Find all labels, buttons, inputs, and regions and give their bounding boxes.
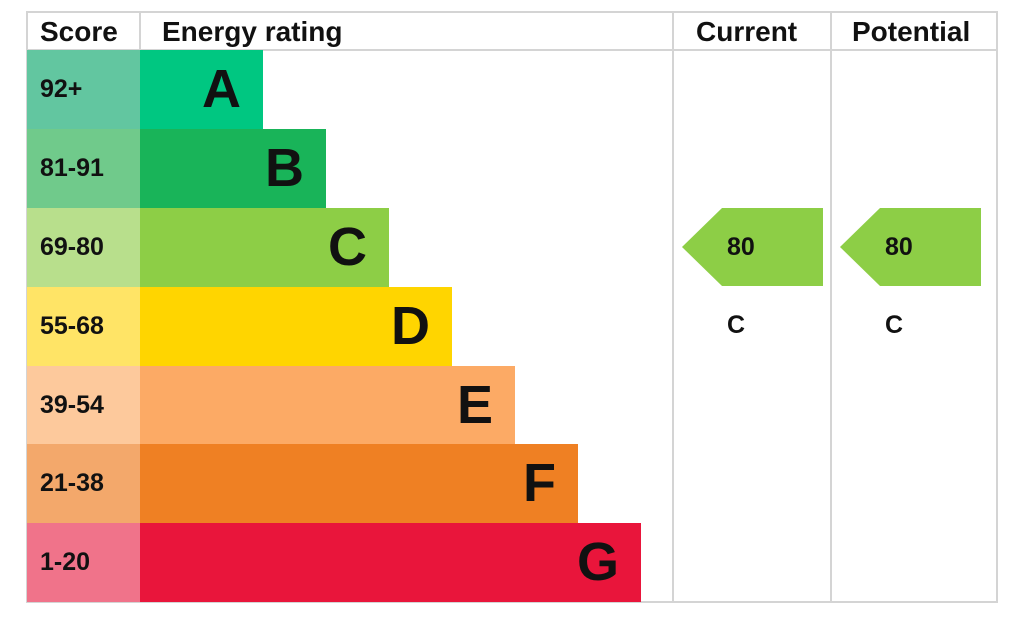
score-range-g: 1-20 bbox=[27, 523, 140, 602]
rating-bar-c: C bbox=[140, 208, 389, 287]
rating-bar-a: A bbox=[140, 50, 263, 129]
potential-rating-label: 80 C bbox=[885, 233, 913, 339]
score-range-a: 92+ bbox=[27, 50, 140, 129]
score-range-c: 69-80 bbox=[27, 208, 140, 287]
header-energy-rating: Energy rating bbox=[162, 16, 343, 47]
bottom-border bbox=[27, 601, 997, 603]
header-score: Score bbox=[40, 16, 118, 47]
score-range-e: 39-54 bbox=[27, 366, 140, 444]
score-range-f: 21-38 bbox=[27, 444, 140, 523]
rating-bar-d: D bbox=[140, 287, 452, 366]
potential-divider bbox=[830, 11, 832, 603]
right-border bbox=[996, 11, 998, 603]
top-border bbox=[27, 11, 997, 13]
score-range-b: 81-91 bbox=[27, 129, 140, 208]
header-divider bbox=[27, 49, 997, 51]
current-arrow-shape bbox=[682, 208, 823, 286]
rating-bar-b: B bbox=[140, 129, 326, 208]
rating-bar-g: G bbox=[140, 523, 641, 602]
score-range-d: 55-68 bbox=[27, 287, 140, 366]
potential-arrow-shape bbox=[840, 208, 981, 286]
rating-bar-f: F bbox=[140, 444, 578, 523]
score-divider bbox=[139, 11, 141, 50]
header-current: Current bbox=[696, 16, 798, 47]
rating-bar-e: E bbox=[140, 366, 515, 444]
current-rating-label: 80 C bbox=[727, 233, 755, 339]
current-divider bbox=[672, 11, 674, 603]
header-potential: Potential bbox=[852, 16, 971, 47]
